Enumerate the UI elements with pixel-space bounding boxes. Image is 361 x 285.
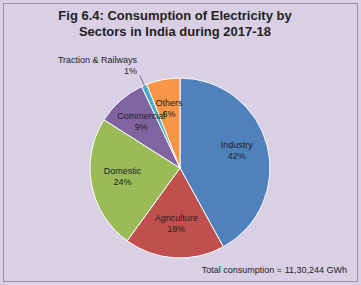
svg-text:Commercial9%: Commercial9% [117,111,165,132]
html-text:Fig 6.4: Consumption of Electr: Fig 6.4: Consumption of Electricity by S… [58,8,292,39]
html-text:Total consumption = 11,30,244: Total consumption = 11,30,244 GWh [201,265,347,275]
svg-text:Domestic24%: Domestic24% [104,166,142,187]
svg-text:Traction & Railways1%: Traction & Railways1% [58,55,138,76]
svg-text:Others6%: Others6% [156,98,184,119]
svg-text:Agriculture18%: Agriculture18% [155,213,198,234]
svg-text:Industry42%: Industry42% [221,140,254,161]
